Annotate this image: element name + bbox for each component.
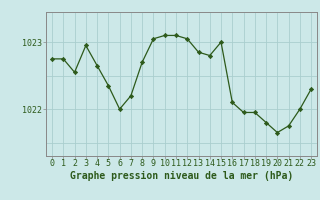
X-axis label: Graphe pression niveau de la mer (hPa): Graphe pression niveau de la mer (hPa) [70, 171, 293, 181]
